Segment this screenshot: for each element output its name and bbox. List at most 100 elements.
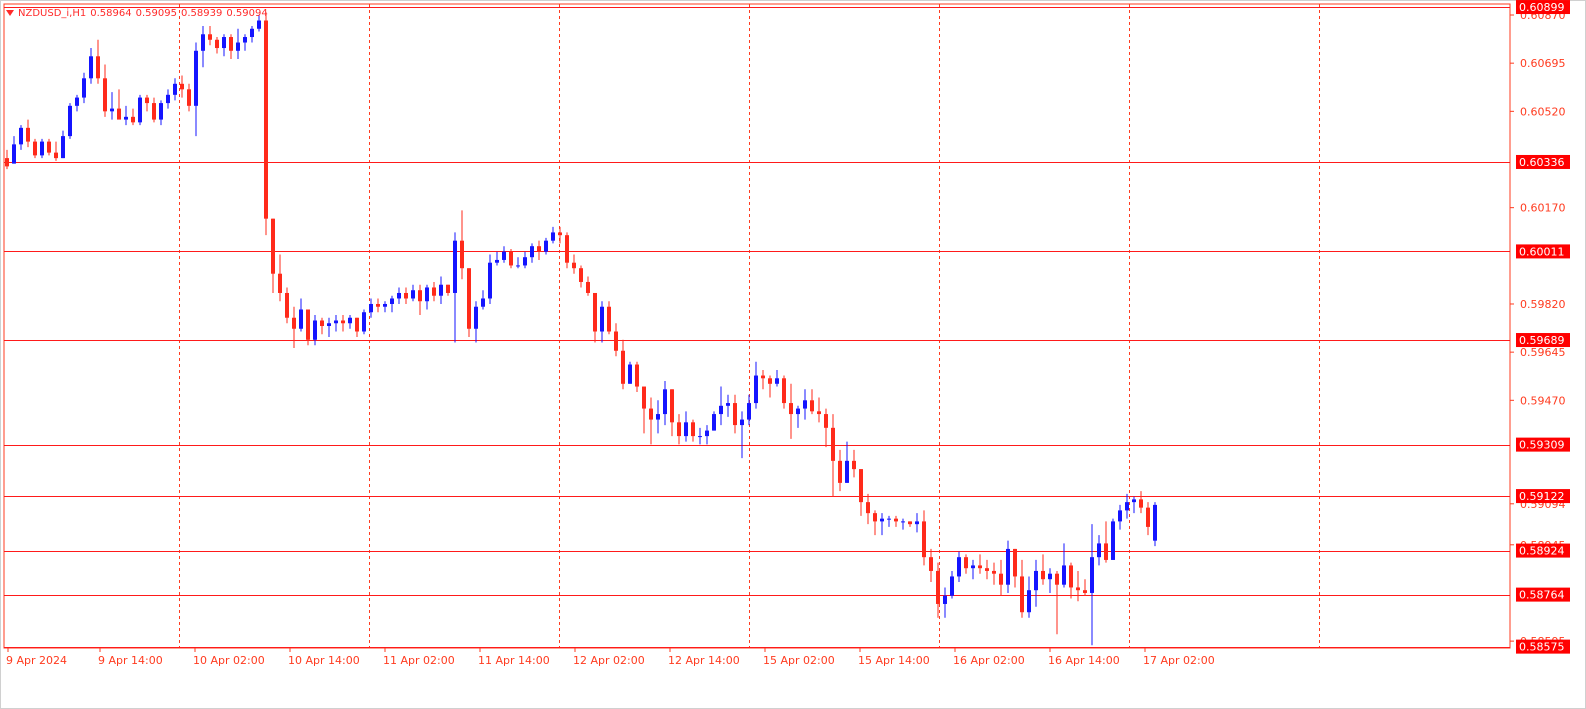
bull-candle[interactable] [439, 284, 443, 296]
bull-candle[interactable] [495, 259, 499, 263]
bear-candle[interactable] [572, 262, 576, 269]
bear-candle[interactable] [278, 273, 282, 293]
bear-candle[interactable] [33, 141, 37, 156]
bull-candle[interactable] [656, 414, 660, 420]
bear-candle[interactable] [131, 116, 135, 123]
bull-candle[interactable] [411, 290, 415, 299]
bull-candle[interactable] [299, 309, 303, 329]
bear-candle[interactable] [460, 240, 464, 269]
bull-candle[interactable] [628, 364, 632, 384]
bear-candle[interactable] [26, 127, 30, 142]
bull-candle[interactable] [1125, 502, 1129, 511]
bear-candle[interactable] [614, 331, 618, 351]
bull-candle[interactable] [880, 518, 884, 522]
bear-candle[interactable] [1055, 573, 1059, 585]
bear-candle[interactable] [593, 292, 597, 332]
bull-candle[interactable] [453, 240, 457, 293]
bull-candle[interactable] [75, 97, 79, 106]
bear-candle[interactable] [873, 513, 877, 522]
bear-candle[interactable] [761, 375, 765, 379]
bull-candle[interactable] [89, 56, 93, 79]
bull-candle[interactable] [201, 34, 205, 51]
bull-candle[interactable] [243, 37, 247, 43]
bear-candle[interactable] [733, 403, 737, 426]
bull-candle[interactable] [19, 127, 23, 145]
bear-candle[interactable] [355, 317, 359, 332]
bear-candle[interactable] [852, 460, 856, 470]
bear-candle[interactable] [859, 469, 863, 503]
bull-candle[interactable] [138, 97, 142, 123]
bull-candle[interactable] [719, 405, 723, 415]
collapse-triangle-icon[interactable] [6, 10, 14, 16]
bear-candle[interactable] [908, 521, 912, 525]
bull-candle[interactable] [236, 42, 240, 51]
bear-candle[interactable] [817, 411, 821, 415]
bear-candle[interactable] [215, 39, 219, 49]
bull-candle[interactable] [334, 320, 338, 324]
bull-candle[interactable] [845, 460, 849, 483]
bear-candle[interactable] [677, 422, 681, 437]
bull-candle[interactable] [1153, 504, 1157, 541]
bear-candle[interactable] [978, 565, 982, 569]
bull-candle[interactable] [600, 306, 604, 332]
bear-candle[interactable] [103, 78, 107, 112]
bull-candle[interactable] [124, 116, 128, 120]
bull-candle[interactable] [1111, 521, 1115, 560]
bear-candle[interactable] [1146, 507, 1150, 527]
bull-candle[interactable] [950, 576, 954, 596]
bull-candle[interactable] [1097, 543, 1101, 558]
bull-candle[interactable] [1006, 548, 1010, 585]
bull-candle[interactable] [481, 298, 485, 307]
bull-candle[interactable] [712, 414, 716, 431]
bull-candle[interactable] [544, 240, 548, 252]
bear-candle[interactable] [446, 284, 450, 293]
bear-candle[interactable] [271, 218, 275, 274]
bear-candle[interactable] [1083, 590, 1087, 593]
bear-candle[interactable] [586, 281, 590, 293]
bear-candle[interactable] [992, 570, 996, 574]
bull-candle[interactable] [754, 375, 758, 404]
bear-candle[interactable] [866, 502, 870, 514]
bull-candle[interactable] [61, 136, 65, 159]
bear-candle[interactable] [768, 378, 772, 384]
bull-candle[interactable] [943, 595, 947, 604]
bull-candle[interactable] [474, 306, 478, 329]
bull-candle[interactable] [194, 50, 198, 106]
bear-candle[interactable] [5, 158, 9, 167]
bull-candle[interactable] [250, 28, 254, 38]
bear-candle[interactable] [782, 378, 786, 404]
bear-candle[interactable] [229, 37, 233, 51]
bear-candle[interactable] [1041, 570, 1045, 580]
bear-candle[interactable] [1013, 548, 1017, 577]
bull-candle[interactable] [915, 521, 919, 525]
bull-candle[interactable] [390, 298, 394, 304]
bull-candle[interactable] [698, 436, 702, 438]
bear-candle[interactable] [1076, 587, 1080, 591]
bull-candle[interactable] [488, 262, 492, 299]
bull-candle[interactable] [82, 78, 86, 98]
bull-candle[interactable] [1118, 510, 1122, 522]
bull-candle[interactable] [68, 105, 72, 137]
bear-candle[interactable] [621, 350, 625, 384]
bull-candle[interactable] [1132, 499, 1136, 503]
bear-candle[interactable] [922, 521, 926, 558]
bull-candle[interactable] [663, 389, 667, 415]
bear-candle[interactable] [691, 422, 695, 437]
bear-candle[interactable] [985, 568, 989, 571]
bull-candle[interactable] [12, 144, 16, 164]
bull-candle[interactable] [796, 408, 800, 415]
bull-candle[interactable] [1090, 557, 1094, 593]
bear-candle[interactable] [418, 290, 422, 302]
bull-candle[interactable] [222, 37, 226, 49]
bear-candle[interactable] [831, 427, 835, 461]
bull-candle[interactable] [747, 403, 751, 420]
bull-candle[interactable] [257, 20, 261, 29]
bear-candle[interactable] [145, 97, 149, 104]
bull-candle[interactable] [551, 232, 555, 241]
bear-candle[interactable] [838, 460, 842, 483]
bear-candle[interactable] [509, 251, 513, 266]
bear-candle[interactable] [264, 20, 268, 219]
bull-candle[interactable] [397, 292, 401, 299]
